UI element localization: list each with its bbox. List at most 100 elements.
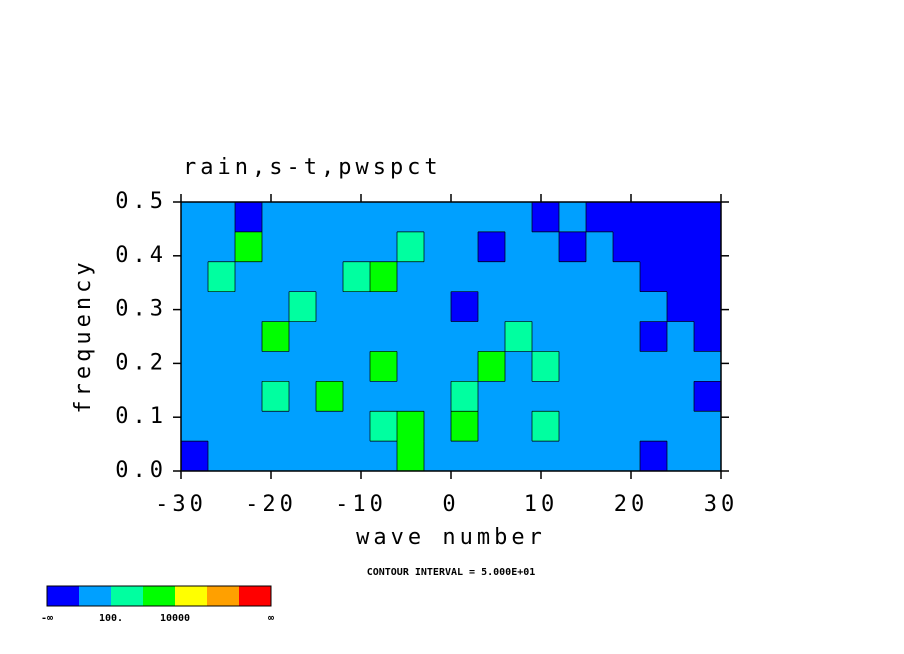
contour-cell — [478, 351, 506, 382]
contour-cell — [208, 321, 236, 352]
y-tick-label: 0.0 — [115, 458, 167, 483]
contour-cell — [559, 231, 587, 263]
contour-cell — [451, 351, 479, 382]
contour-cell — [289, 381, 317, 412]
contour-cell — [478, 411, 506, 442]
contour-cell — [478, 291, 506, 323]
contour-cell — [424, 261, 452, 293]
contour-cell — [586, 351, 614, 382]
contour-cell — [505, 231, 533, 263]
contour-cell — [235, 381, 263, 412]
y-tick-label: 0.3 — [115, 297, 167, 322]
contour-cell — [370, 261, 398, 293]
contour-cell — [586, 202, 614, 233]
contour-cell — [532, 261, 560, 293]
contour-cell — [505, 202, 533, 233]
contour-cell — [478, 441, 506, 472]
contour-cell — [181, 261, 209, 293]
x-tick-label: 10 — [524, 492, 559, 517]
contour-cell — [235, 411, 263, 442]
contour-cell — [208, 261, 236, 293]
contour-cell — [181, 351, 209, 382]
contour-cell — [613, 411, 641, 442]
contour-cell — [424, 381, 452, 412]
contour-cell — [505, 261, 533, 293]
contour-cell — [370, 441, 398, 472]
y-tick-label: 0.5 — [115, 189, 167, 214]
contour-cell — [370, 202, 398, 233]
contour-cell — [208, 411, 236, 442]
contour-cell — [694, 202, 722, 233]
contour-cell — [478, 202, 506, 233]
contour-cell — [640, 231, 668, 263]
contour-cell — [262, 202, 290, 233]
contour-cell — [451, 291, 479, 323]
contour-cell — [451, 381, 479, 412]
contour-cell — [586, 261, 614, 293]
contour-cell — [478, 321, 506, 352]
contour-cell — [208, 231, 236, 263]
contour-cell — [505, 441, 533, 472]
contour-cell — [640, 202, 668, 233]
colorbar-swatch — [207, 586, 239, 606]
x-tick-label: 20 — [614, 492, 649, 517]
contour-cell — [343, 261, 371, 293]
contour-cell — [370, 291, 398, 323]
contour-cell — [532, 381, 560, 412]
contour-cell — [370, 351, 398, 382]
contour-cell — [532, 202, 560, 233]
contour-cell — [559, 441, 587, 472]
contour-cell — [235, 321, 263, 352]
contour-cell — [208, 351, 236, 382]
contour-cell — [262, 411, 290, 442]
contour-cell — [559, 351, 587, 382]
contour-cell — [235, 351, 263, 382]
contour-cell — [640, 261, 668, 293]
contour-cell — [613, 381, 641, 412]
contour-cell — [316, 351, 344, 382]
contour-cell — [667, 231, 695, 263]
colorbar-swatch — [175, 586, 207, 606]
contour-cell — [235, 261, 263, 293]
contour-cell — [181, 321, 209, 352]
contour-cell — [316, 411, 344, 442]
contour-cell — [586, 291, 614, 323]
contour-cell — [559, 202, 587, 233]
y-axis-label: frequency — [71, 258, 96, 413]
contour-cell — [559, 321, 587, 352]
contour-cell — [586, 441, 614, 472]
contour-cell — [559, 261, 587, 293]
contour-cell — [505, 411, 533, 442]
contour-cell — [532, 291, 560, 323]
contour-cell — [694, 291, 722, 323]
contour-cell — [424, 351, 452, 382]
contour-cell — [532, 411, 560, 442]
contour-cell — [640, 381, 668, 412]
contour-cell — [424, 202, 452, 233]
contour-cell — [559, 291, 587, 323]
contour-cell — [370, 321, 398, 352]
contour-cell — [343, 202, 371, 233]
contour-cell — [289, 261, 317, 293]
contour-cell — [181, 441, 209, 472]
contour-cell — [397, 291, 425, 323]
contour-cell — [181, 291, 209, 323]
contour-cell — [667, 351, 695, 382]
contour-cell — [694, 441, 722, 472]
chart-title: rain,s-t,pwspct — [183, 155, 442, 180]
colorbar-label: 10000 — [160, 613, 190, 624]
contour-cell — [289, 441, 317, 472]
contour-cell — [343, 231, 371, 263]
x-tick-label: -20 — [245, 492, 297, 517]
contour-cell — [370, 381, 398, 412]
x-tick-label: 0 — [442, 492, 459, 517]
contour-cell — [640, 351, 668, 382]
contour-cell — [343, 291, 371, 323]
contour-cell — [613, 351, 641, 382]
contour-cell — [370, 231, 398, 263]
colorbar-swatch — [111, 586, 143, 606]
contour-cell — [289, 231, 317, 263]
contour-cell — [397, 411, 425, 442]
contour-cell — [262, 291, 290, 323]
